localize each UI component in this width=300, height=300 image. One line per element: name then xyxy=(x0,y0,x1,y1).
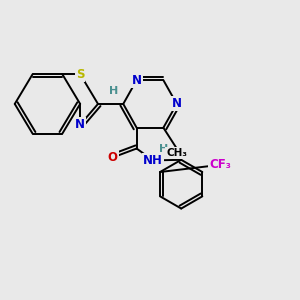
Text: N: N xyxy=(172,98,182,110)
Text: N: N xyxy=(132,74,142,87)
Text: CH₃: CH₃ xyxy=(166,148,187,158)
Text: H: H xyxy=(159,143,168,154)
Text: N: N xyxy=(75,118,85,131)
Text: CF₃: CF₃ xyxy=(209,158,231,171)
Text: NH: NH xyxy=(143,154,163,167)
Text: S: S xyxy=(76,68,84,81)
Text: O: O xyxy=(108,151,118,164)
Text: H: H xyxy=(109,86,118,96)
